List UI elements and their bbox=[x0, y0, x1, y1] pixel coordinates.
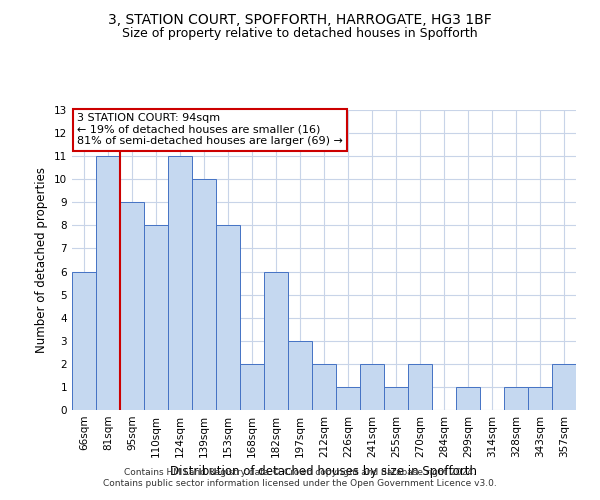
Y-axis label: Number of detached properties: Number of detached properties bbox=[35, 167, 49, 353]
Bar bbox=[288, 341, 312, 410]
Text: Contains HM Land Registry data © Crown copyright and database right 2024.
Contai: Contains HM Land Registry data © Crown c… bbox=[103, 468, 497, 487]
Bar bbox=[168, 156, 192, 410]
Bar bbox=[120, 202, 144, 410]
Bar bbox=[360, 364, 384, 410]
Bar bbox=[96, 156, 120, 410]
Bar bbox=[504, 387, 528, 410]
Bar bbox=[216, 226, 240, 410]
Bar bbox=[552, 364, 576, 410]
Bar bbox=[240, 364, 264, 410]
Bar bbox=[72, 272, 96, 410]
Text: 3, STATION COURT, SPOFFORTH, HARROGATE, HG3 1BF: 3, STATION COURT, SPOFFORTH, HARROGATE, … bbox=[108, 12, 492, 26]
Bar bbox=[192, 179, 216, 410]
Bar bbox=[264, 272, 288, 410]
Bar bbox=[528, 387, 552, 410]
Bar bbox=[384, 387, 408, 410]
Text: 3 STATION COURT: 94sqm
← 19% of detached houses are smaller (16)
81% of semi-det: 3 STATION COURT: 94sqm ← 19% of detached… bbox=[77, 113, 343, 146]
Bar bbox=[336, 387, 360, 410]
Bar bbox=[408, 364, 432, 410]
Bar bbox=[312, 364, 336, 410]
X-axis label: Distribution of detached houses by size in Spofforth: Distribution of detached houses by size … bbox=[170, 466, 478, 478]
Bar bbox=[456, 387, 480, 410]
Bar bbox=[144, 226, 168, 410]
Text: Size of property relative to detached houses in Spofforth: Size of property relative to detached ho… bbox=[122, 28, 478, 40]
